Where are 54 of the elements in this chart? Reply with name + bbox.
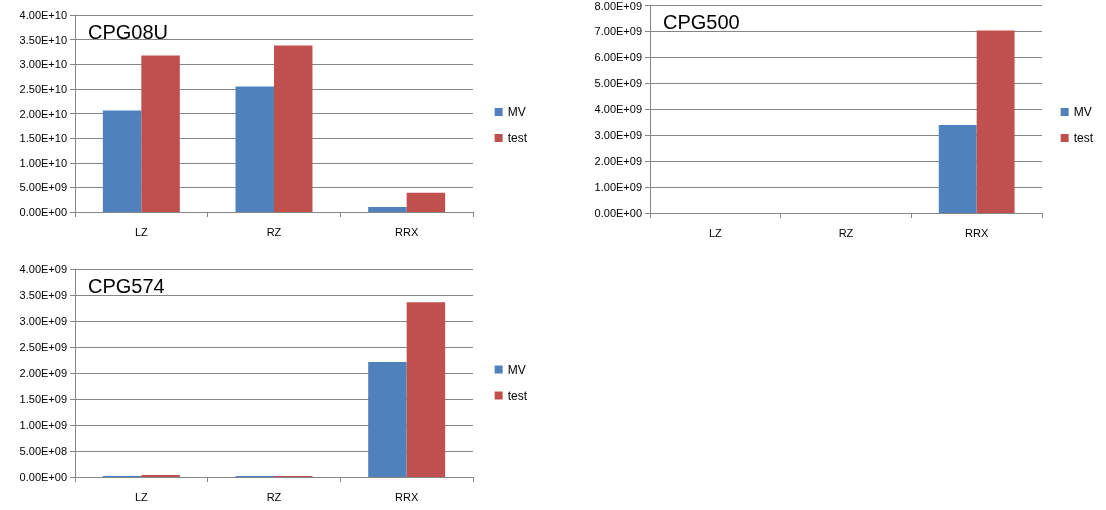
bar — [141, 474, 180, 477]
x-tick-label: LZ — [134, 225, 149, 238]
y-tick-label: 3.00E+09 — [19, 315, 67, 327]
y-tick-label: 4.00E+09 — [594, 103, 642, 116]
x-tick-label: RRX — [965, 226, 989, 239]
y-tick-label: 1.00E+09 — [594, 181, 642, 194]
y-tick-label: 3.50E+09 — [19, 289, 67, 301]
bar — [368, 362, 407, 477]
y-tick-label: 1.50E+09 — [19, 393, 67, 405]
chart-title: CPG574 — [88, 275, 165, 297]
legend-label: MV — [507, 105, 526, 119]
legend-label: MV — [1073, 105, 1092, 119]
y-tick-label: 2.50E+09 — [19, 341, 67, 353]
y-tick-label: 4.00E+09 — [19, 263, 67, 275]
legend-label: test — [1073, 131, 1094, 145]
y-tick-label: 5.00E+09 — [594, 77, 642, 90]
x-tick-label: RRX — [395, 490, 419, 503]
bar — [368, 207, 407, 212]
bar — [141, 55, 180, 212]
y-tick-label: 2.00E+09 — [19, 367, 67, 379]
chart-title: CPG500 — [663, 11, 740, 33]
legend-label: test — [507, 131, 528, 145]
chart-title: CPG08U — [88, 21, 169, 43]
y-tick-label: 1.50E+10 — [19, 132, 67, 145]
y-tick-label: 5.00E+09 — [19, 181, 67, 194]
y-tick-label: 3.00E+09 — [594, 129, 642, 142]
x-tick-label: RRX — [395, 225, 419, 238]
y-tick-label: 0.00E+00 — [594, 207, 642, 219]
x-tick-label: RZ — [266, 490, 282, 503]
y-tick-label: 2.00E+09 — [594, 155, 642, 168]
y-tick-label: 2.50E+10 — [19, 82, 67, 95]
bar — [102, 110, 142, 212]
bar — [406, 302, 446, 477]
x-tick-label: RZ — [266, 225, 282, 238]
y-tick-label: 3.50E+10 — [19, 33, 67, 46]
y-tick-label: 3.00E+10 — [19, 58, 67, 71]
y-tick-label: 1.00E+09 — [19, 419, 67, 431]
y-tick-label: 0.00E+00 — [19, 206, 67, 218]
x-tick-label: LZ — [134, 490, 149, 503]
y-tick-label: 1.00E+10 — [19, 156, 67, 169]
y-tick-label: 5.00E+08 — [19, 445, 67, 457]
bar — [235, 86, 274, 212]
x-tick-label: RZ — [838, 226, 854, 239]
y-tick-label: 7.00E+09 — [594, 25, 642, 38]
y-tick-label: 0.00E+00 — [19, 471, 67, 483]
legend-label: test — [507, 388, 528, 403]
y-tick-label: 2.00E+10 — [19, 107, 67, 120]
y-tick-label: 8.00E+09 — [594, 0, 642, 12]
y-tick-label: 4.00E+10 — [19, 9, 67, 21]
x-tick-label: LZ — [708, 226, 723, 239]
y-tick-label: 6.00E+09 — [594, 51, 642, 64]
bar — [274, 45, 313, 212]
bar — [406, 192, 446, 212]
legend-label: MV — [507, 362, 526, 377]
